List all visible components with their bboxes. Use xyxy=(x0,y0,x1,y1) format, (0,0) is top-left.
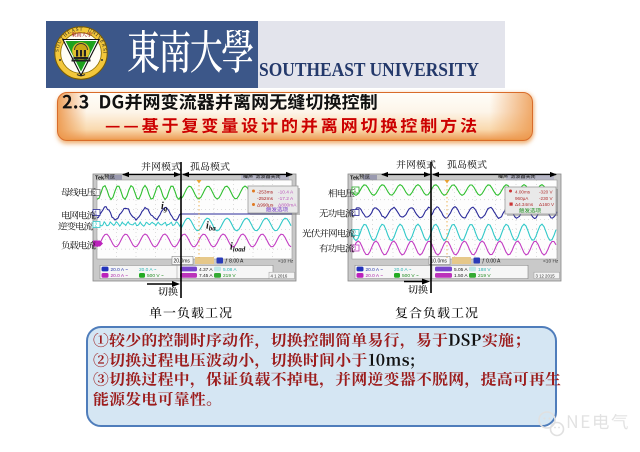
svg-text:4.37 A: 4.37 A xyxy=(199,267,213,273)
svg-text:-320 V: -320 V xyxy=(539,190,553,195)
svg-text:-252ms: -252ms xyxy=(257,196,274,202)
svg-text:ig: ig xyxy=(161,201,168,213)
svg-text:5.08 A: 5.08 A xyxy=(223,267,237,273)
svg-text:500 V ~: 500 V ~ xyxy=(402,273,419,279)
svg-text:20.0 A ~: 20.0 A ~ xyxy=(366,273,384,279)
svg-text:500 V ~: 500 V ~ xyxy=(147,273,164,279)
svg-text:-253ms: -253ms xyxy=(257,190,274,196)
svg-text:Δ800mA: Δ800mA xyxy=(278,203,297,209)
svg-text:188 V: 188 V xyxy=(478,267,491,273)
svg-text:3: 3 xyxy=(95,191,98,197)
svg-text:1: 1 xyxy=(354,211,357,217)
svg-text:3: 3 xyxy=(354,246,357,252)
svg-text:20.0 A ~: 20.0 A ~ xyxy=(366,267,384,273)
svg-text:20.0 A ~: 20.0 A ~ xyxy=(111,273,129,279)
svg-text:7.45 A: 7.45 A xyxy=(199,273,213,279)
svg-text:10.0ms: 10.0ms xyxy=(431,259,448,265)
svg-text:iba: iba xyxy=(206,221,216,233)
svg-text:1.50 A: 1.50 A xyxy=(454,273,468,279)
svg-text:20.0 A ~: 20.0 A ~ xyxy=(111,267,129,273)
svg-text:<10 Hz: <10 Hz xyxy=(278,259,294,265)
svg-text:-230 V: -230 V xyxy=(539,196,553,201)
svg-text:ƒ 8.00 A: ƒ 8.00 A xyxy=(225,259,244,265)
svg-text:-17.2 A: -17.2 A xyxy=(278,196,294,202)
svg-text:1: 1 xyxy=(95,211,98,217)
svg-text:Tek: Tek xyxy=(95,176,105,182)
svg-text:4 1 2016: 4 1 2016 xyxy=(271,273,288,278)
svg-text:Δ160 V: Δ160 V xyxy=(539,202,555,207)
svg-text:20.0 A ~: 20.0 A ~ xyxy=(139,267,157,273)
svg-text:3 12 2015: 3 12 2015 xyxy=(536,273,556,278)
svg-text:960μA: 960μA xyxy=(515,196,529,201)
svg-text:-10.4 A: -10.4 A xyxy=(278,190,294,196)
svg-text:219 V: 219 V xyxy=(223,273,236,279)
svg-text:20.0ms: 20.0ms xyxy=(174,259,191,265)
svg-text:Δ4.34ms: Δ4.34ms xyxy=(515,202,534,207)
svg-text:2: 2 xyxy=(95,223,98,229)
svg-text:Tek: Tek xyxy=(350,176,360,182)
svg-text:219 V: 219 V xyxy=(478,273,491,279)
svg-text:2: 2 xyxy=(354,231,357,237)
svg-text:1: 1 xyxy=(354,188,357,194)
svg-text:<10 Hz: <10 Hz xyxy=(543,259,559,265)
svg-text:Δ990μs: Δ990μs xyxy=(257,203,274,209)
svg-text:ƒ 0.00 A: ƒ 0.00 A xyxy=(482,259,501,265)
svg-text:5.05 A: 5.05 A xyxy=(454,267,468,273)
svg-text:4.00ms: 4.00ms xyxy=(515,190,531,195)
svg-text:20.0 A ~: 20.0 A ~ xyxy=(394,267,412,273)
